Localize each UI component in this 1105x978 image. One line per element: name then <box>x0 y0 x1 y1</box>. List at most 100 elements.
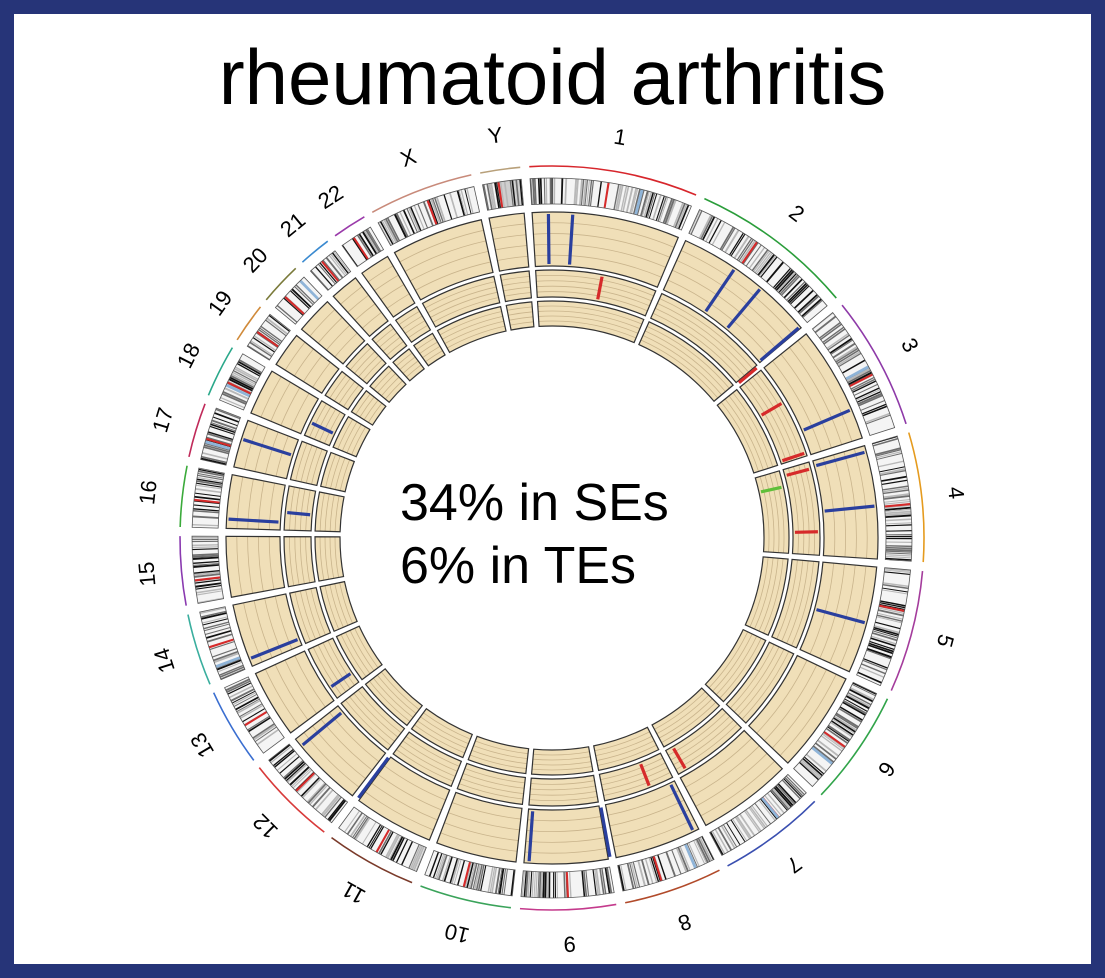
middle-track-mark-red <box>639 763 651 787</box>
ideogram-band <box>724 229 740 253</box>
chromosome-arc-15 <box>179 536 187 606</box>
ideogram-band <box>219 666 245 678</box>
gvar-band <box>845 365 870 381</box>
track-gridline <box>462 773 525 789</box>
centromere-mark <box>320 260 340 282</box>
track-fill <box>320 452 355 492</box>
ideogram-band <box>827 726 850 742</box>
ideogram-band <box>861 403 887 415</box>
ideogram-band <box>556 871 558 898</box>
track-fill <box>289 587 331 644</box>
track-gridline <box>236 536 243 596</box>
track-gridline <box>377 774 442 811</box>
ideogram-band <box>803 756 825 775</box>
ideogram-band <box>268 744 291 762</box>
ideogram-band <box>475 864 483 891</box>
ideogram-band <box>378 830 393 855</box>
ideogram-band <box>328 254 346 277</box>
ideogram-band <box>822 732 845 749</box>
ideogram-band <box>708 219 722 244</box>
ideogram-band <box>392 837 405 862</box>
ideogram-band <box>250 340 273 356</box>
ideogram-band <box>850 376 875 390</box>
track-outline <box>345 342 387 385</box>
ideogram-band <box>729 232 744 256</box>
track-sector-17 <box>319 451 356 493</box>
ideogram-band <box>838 352 862 368</box>
ideogram-band <box>884 500 911 505</box>
ideogram-band <box>720 825 736 849</box>
track-fill <box>226 536 285 598</box>
track-sector-2 <box>649 292 758 384</box>
ideogram-band <box>856 389 881 401</box>
track-outline <box>314 491 345 533</box>
ideogram-band <box>745 244 762 267</box>
track-gridline <box>536 285 650 307</box>
ideogram-band <box>626 863 635 889</box>
chromosome-arc-2 <box>704 197 837 299</box>
chromosome-arc-1 <box>529 165 697 196</box>
ideogram-band <box>432 198 442 224</box>
ideogram-band <box>842 701 866 716</box>
ideogram-band <box>798 761 820 781</box>
track-gridline <box>763 558 784 634</box>
track-gridline <box>415 261 491 291</box>
track-gridline <box>603 772 671 796</box>
ideogram-band <box>322 259 341 281</box>
ideogram-band <box>734 816 751 840</box>
ideogram-band <box>711 830 726 855</box>
chromosome-label-y: Y <box>486 122 504 149</box>
ideogram-band <box>194 579 221 584</box>
ideogram-band <box>322 795 341 817</box>
ideogram-band <box>503 181 509 208</box>
ideogram-band <box>783 778 803 798</box>
track-outline <box>357 756 451 841</box>
track-gridline <box>373 677 414 718</box>
ideogram-band <box>195 585 222 590</box>
ideogram-band <box>515 179 520 206</box>
outer-track-mark-blue <box>567 214 575 265</box>
ideogram-band <box>383 219 397 243</box>
centromere-mark <box>284 295 305 315</box>
outer-track-mark-blue <box>726 288 762 329</box>
ideogram-band <box>748 807 765 830</box>
track-gridline <box>754 557 774 630</box>
track-gridline <box>538 310 641 330</box>
ideogram-band <box>204 623 230 632</box>
track-outline <box>499 270 533 303</box>
chromosome-label-14: 14 <box>149 645 180 676</box>
track-gridline <box>657 303 749 373</box>
ideogram-band <box>191 536 219 539</box>
ideogram-band <box>819 321 841 339</box>
ideogram-band <box>192 560 219 564</box>
ideogram-band <box>856 390 882 403</box>
ideogram-band <box>630 862 639 888</box>
ideogram-band <box>758 255 777 277</box>
track-outline <box>739 369 808 465</box>
ideogram-band <box>242 708 266 723</box>
centromere-mark <box>226 381 252 395</box>
outer-track-mark-blue <box>242 438 292 457</box>
track-gridline <box>536 291 648 312</box>
ideogram-band <box>738 239 754 262</box>
track-outline <box>250 370 320 435</box>
track-gridline <box>312 647 342 696</box>
ideogram-band <box>862 659 888 671</box>
ideogram-band <box>732 818 748 842</box>
ideogram-band <box>755 252 773 275</box>
ideogram-band <box>276 753 298 771</box>
track-outline <box>649 292 758 384</box>
track-outline <box>782 461 821 556</box>
ideogram-band <box>498 868 505 895</box>
ideogram-band <box>441 855 452 882</box>
track-gridline <box>752 376 798 460</box>
track-outline <box>488 212 530 272</box>
track-gridline <box>729 644 775 709</box>
ideogram-band <box>230 688 255 702</box>
ideogram-band <box>209 641 235 651</box>
chromosome-arc-12 <box>258 767 325 833</box>
track-gridline <box>529 796 598 802</box>
ideogram-band <box>671 849 682 875</box>
ideogram-band <box>736 238 753 261</box>
track-fill <box>413 333 446 366</box>
